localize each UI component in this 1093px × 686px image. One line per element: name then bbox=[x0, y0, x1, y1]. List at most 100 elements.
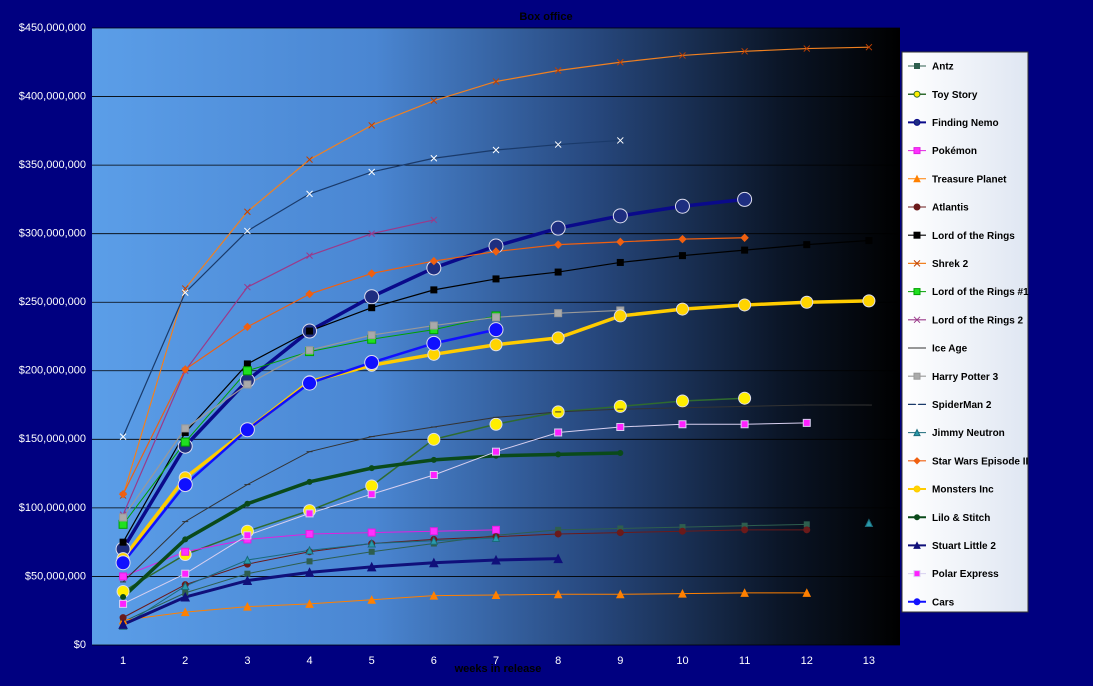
marker bbox=[554, 428, 563, 437]
legend-marker bbox=[913, 598, 921, 606]
marker bbox=[429, 470, 438, 479]
series-line bbox=[122, 422, 807, 605]
marker bbox=[802, 418, 811, 427]
marker bbox=[491, 247, 501, 256]
chart-title: Box office bbox=[519, 11, 572, 23]
marker bbox=[182, 536, 189, 543]
marker bbox=[554, 530, 562, 538]
marker bbox=[427, 432, 441, 446]
y-tick-label: $150,000,000 bbox=[19, 433, 86, 445]
y-tick-label: $300,000,000 bbox=[19, 228, 86, 240]
x-tick-label: 2 bbox=[182, 655, 188, 667]
marker bbox=[554, 141, 562, 148]
marker bbox=[862, 294, 876, 308]
series-line bbox=[122, 219, 434, 515]
marker bbox=[555, 451, 562, 458]
marker bbox=[368, 548, 375, 555]
marker bbox=[306, 478, 313, 485]
marker bbox=[492, 447, 500, 456]
marker bbox=[364, 355, 380, 371]
marker bbox=[181, 569, 190, 578]
legend-label: Stuart Little 2 bbox=[932, 541, 996, 552]
legend-label: Cars bbox=[932, 597, 955, 608]
marker bbox=[243, 555, 252, 564]
y-tick-label: $400,000,000 bbox=[19, 90, 86, 102]
legend-label: SpiderMan 2 bbox=[932, 400, 992, 411]
legend-label: Ice Age bbox=[932, 344, 968, 355]
x-axis-label: weeks in release bbox=[454, 663, 542, 675]
marker bbox=[675, 394, 689, 408]
marker bbox=[368, 121, 376, 129]
marker bbox=[616, 258, 624, 266]
y-tick-label: $350,000,000 bbox=[19, 159, 86, 171]
marker bbox=[367, 490, 376, 499]
y-tick-label: $50,000,000 bbox=[25, 570, 86, 582]
marker bbox=[865, 237, 873, 245]
marker bbox=[553, 240, 563, 249]
marker bbox=[740, 588, 749, 597]
legend-label: Lord of the Rings 2 bbox=[932, 315, 1024, 326]
marker bbox=[741, 526, 749, 534]
marker bbox=[239, 422, 255, 438]
x-tick-label: 6 bbox=[431, 655, 437, 667]
y-tick-label: $450,000,000 bbox=[19, 22, 86, 34]
marker bbox=[675, 302, 689, 316]
legend-label: Lord of the Rings #1 bbox=[932, 287, 1029, 298]
marker bbox=[616, 422, 625, 431]
x-tick-label: 1 bbox=[120, 655, 126, 667]
marker bbox=[430, 216, 438, 224]
marker bbox=[302, 375, 318, 391]
legend-marker bbox=[913, 231, 921, 239]
marker bbox=[551, 331, 565, 345]
marker bbox=[242, 575, 253, 586]
marker bbox=[365, 479, 379, 493]
legend-marker bbox=[913, 372, 921, 380]
x-tick-label: 10 bbox=[676, 655, 688, 667]
marker bbox=[553, 589, 563, 599]
marker bbox=[613, 309, 627, 323]
marker bbox=[489, 338, 503, 352]
marker bbox=[181, 547, 190, 556]
marker bbox=[864, 518, 874, 527]
marker bbox=[305, 599, 314, 608]
marker bbox=[367, 595, 377, 604]
marker bbox=[115, 555, 131, 571]
marker bbox=[741, 47, 748, 55]
y-tick-label: $0 bbox=[74, 639, 86, 651]
x-tick-label: 8 bbox=[555, 655, 561, 667]
marker bbox=[550, 220, 566, 236]
marker bbox=[491, 533, 501, 543]
marker bbox=[616, 58, 624, 66]
marker bbox=[306, 190, 313, 198]
marker bbox=[492, 275, 500, 283]
marker bbox=[553, 553, 563, 564]
legend-marker bbox=[913, 485, 921, 493]
marker bbox=[305, 346, 314, 355]
legend-label: Treasure Planet bbox=[932, 174, 1007, 185]
x-tick-label: 5 bbox=[369, 655, 375, 667]
legend-label: Pokémon bbox=[932, 146, 977, 157]
marker bbox=[367, 331, 376, 340]
marker bbox=[803, 241, 811, 249]
marker bbox=[429, 256, 439, 266]
x-tick-label: 11 bbox=[739, 655, 750, 667]
legend-label: Harry Potter 3 bbox=[932, 372, 999, 383]
marker bbox=[305, 509, 314, 518]
marker bbox=[181, 424, 190, 433]
marker bbox=[119, 572, 128, 581]
marker bbox=[181, 289, 189, 296]
marker bbox=[305, 289, 314, 299]
marker bbox=[615, 589, 625, 599]
marker bbox=[492, 525, 500, 534]
marker bbox=[180, 437, 190, 447]
marker bbox=[367, 269, 376, 278]
marker bbox=[243, 360, 251, 368]
marker bbox=[306, 252, 313, 259]
legend-marker bbox=[913, 570, 921, 578]
marker bbox=[244, 283, 251, 291]
legend-marker bbox=[913, 174, 921, 183]
marker bbox=[430, 97, 438, 105]
marker bbox=[244, 500, 251, 507]
marker bbox=[803, 526, 811, 534]
series-line bbox=[123, 592, 807, 621]
